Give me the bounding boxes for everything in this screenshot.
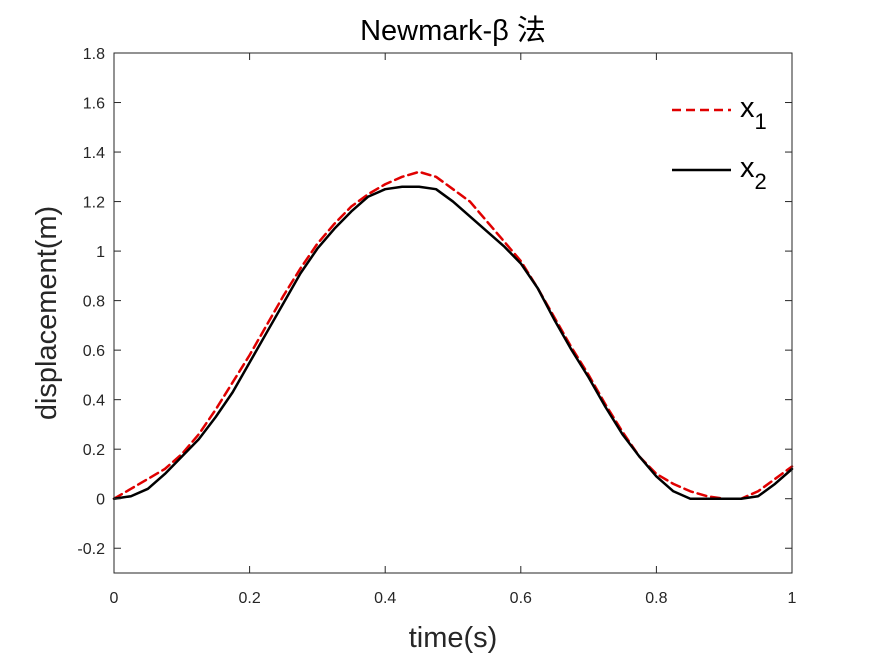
y-tick-label: 0.6 bbox=[83, 343, 105, 360]
y-tick-label: 1.2 bbox=[83, 195, 105, 212]
y-tick-label: 1.8 bbox=[83, 46, 105, 63]
x-tick-label: 1 bbox=[788, 590, 797, 607]
series-layer bbox=[112, 170, 794, 500]
y-tick-label: 1.4 bbox=[83, 145, 105, 162]
y-tick-label: 0 bbox=[96, 492, 105, 509]
x-axis-label: time(s) bbox=[409, 622, 498, 654]
legend-label-x1: x1 bbox=[740, 92, 767, 134]
y-tick-label: 1.6 bbox=[83, 96, 105, 113]
legend-label-x2: x2 bbox=[740, 152, 767, 194]
x-tick-label: 0.6 bbox=[510, 590, 532, 607]
x-tick-label: 0.8 bbox=[645, 590, 667, 607]
y-tick-label: -0.2 bbox=[77, 541, 105, 558]
x-tick-label: 0.2 bbox=[238, 590, 260, 607]
axes-layer: 0 0.2 0.4 0.6 0.8 1 -0.2 0 0.2 0.4 0.6 0.8 1 1.2 1.4 1.… bbox=[77, 46, 796, 607]
y-axis-label: displacement(m) bbox=[31, 206, 63, 420]
x-tick-label: 0 bbox=[110, 590, 119, 607]
axes-box bbox=[113, 52, 793, 574]
y-tick-label: 0.2 bbox=[83, 442, 105, 459]
y-tick-label: 1 bbox=[96, 244, 105, 261]
legend: x1 x2 bbox=[672, 92, 767, 194]
chart-title: Newmark-β 法 bbox=[360, 14, 546, 47]
y-tick-label: 0.4 bbox=[83, 393, 105, 410]
x-tick-label: 0.4 bbox=[374, 590, 396, 607]
y-tick-label: 0.8 bbox=[83, 294, 105, 311]
series-line-x1 bbox=[112, 170, 794, 500]
plot-area bbox=[114, 53, 792, 573]
series-line-x2 bbox=[112, 185, 794, 500]
